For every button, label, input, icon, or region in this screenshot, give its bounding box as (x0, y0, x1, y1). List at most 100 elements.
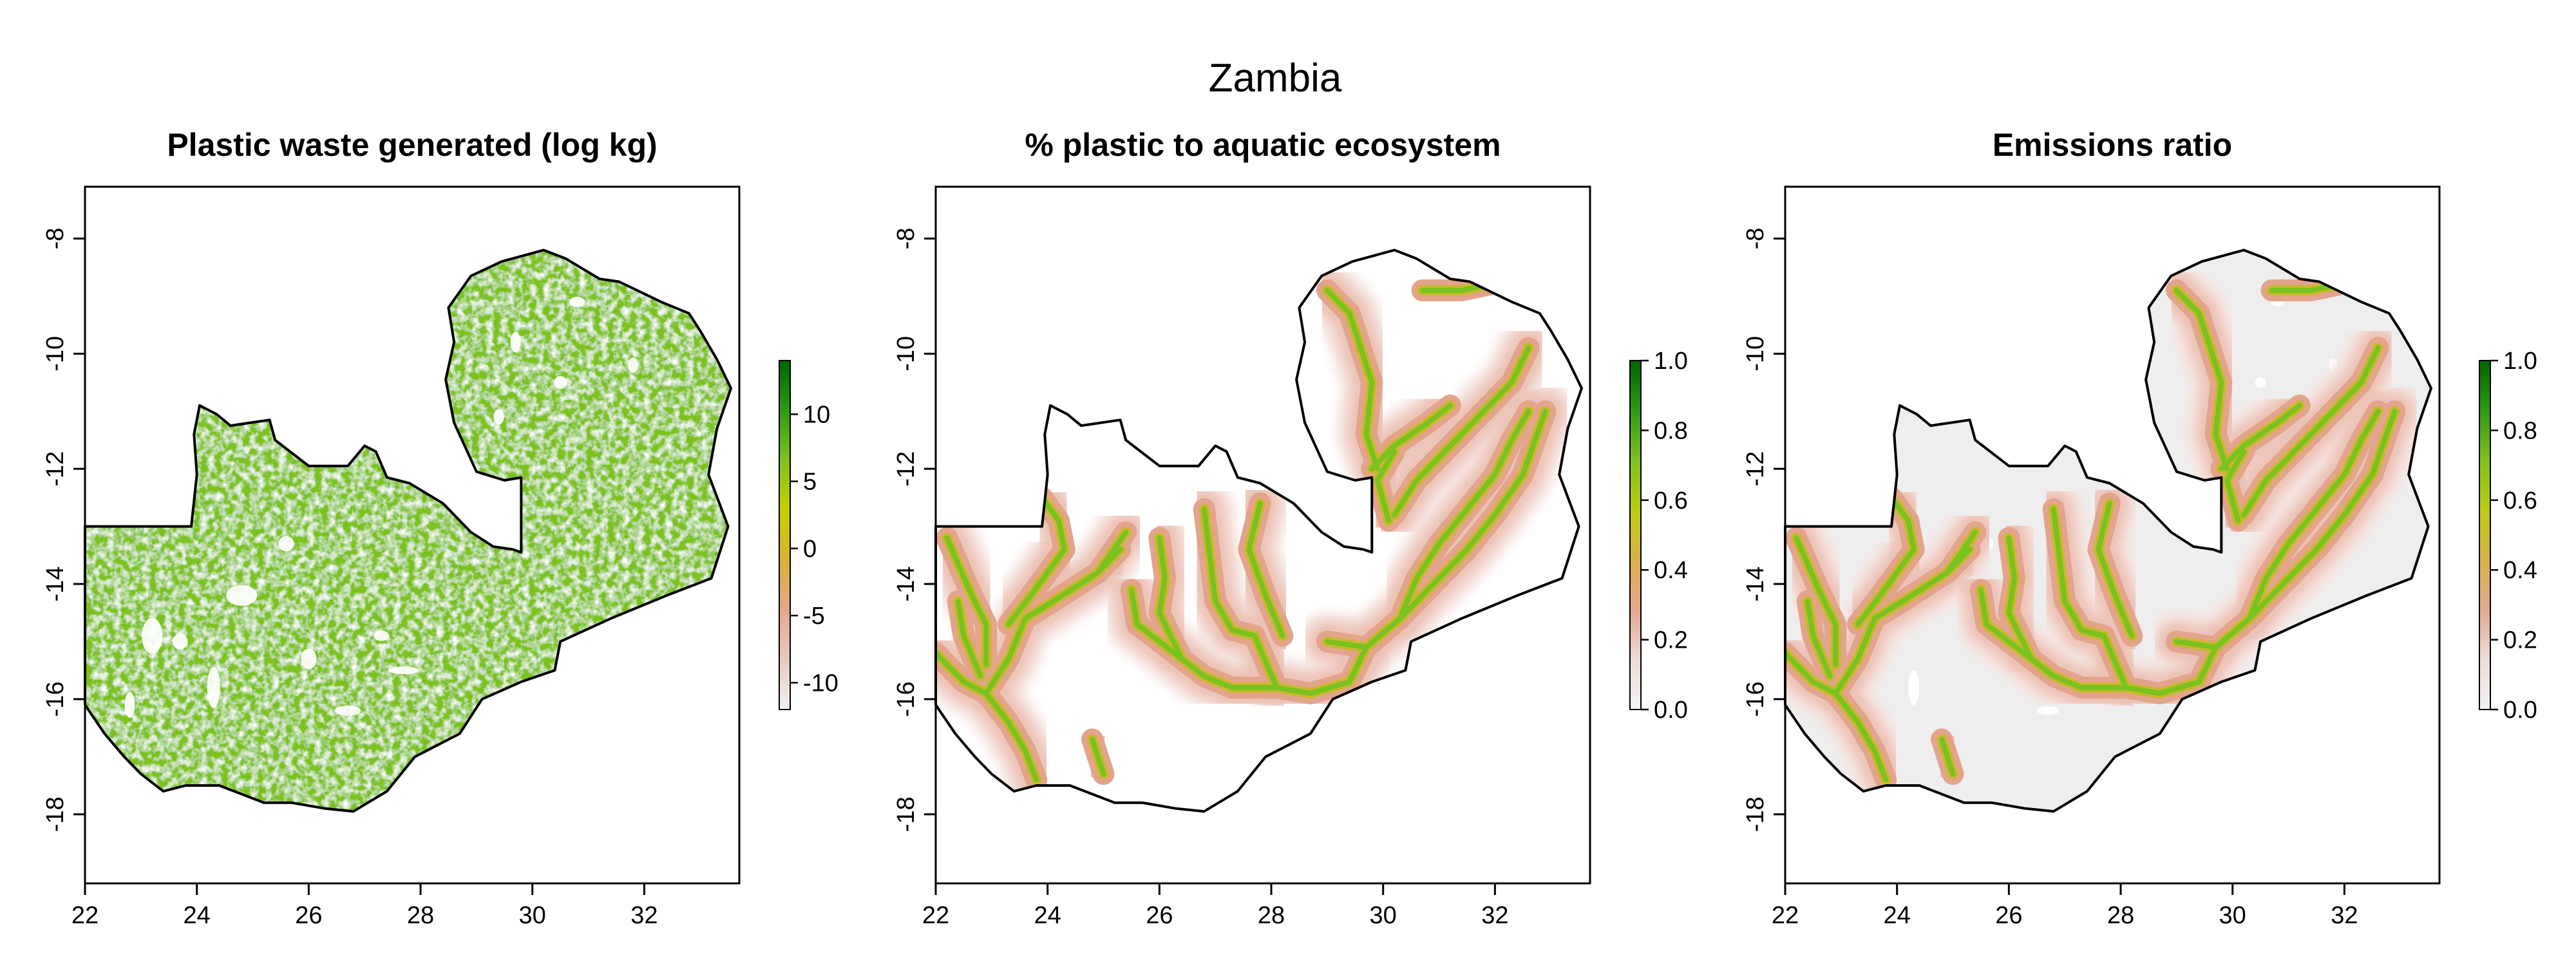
panel-title: % plastic to aquatic ecosystem (1025, 127, 1501, 163)
y-tick-label: -14 (42, 567, 69, 602)
river-line (1324, 288, 1380, 472)
river-line (2219, 402, 2302, 472)
y-tick-label: -18 (42, 796, 69, 832)
colorbar-tick-label: 5 (803, 469, 817, 496)
colorbar (779, 360, 791, 710)
nodata-patch (388, 666, 419, 675)
x-tick-label: 24 (1884, 902, 1911, 929)
x-tick-label: 22 (922, 902, 949, 929)
river-line (955, 598, 983, 679)
plot-frame (84, 185, 741, 885)
river-line (1939, 737, 1956, 777)
y-tick-label: -12 (893, 451, 920, 487)
x-tick-label: 32 (1481, 902, 1508, 929)
nodata-patch (124, 691, 135, 718)
river-line (1324, 408, 1548, 650)
y-tick-label: -16 (1742, 681, 1769, 717)
colorbar-tick-label: 0.4 (1654, 557, 1688, 584)
raster-layer (936, 254, 1576, 811)
river-line (2006, 535, 2034, 662)
river-line (2224, 449, 2247, 523)
nodata-patch (374, 630, 390, 641)
country-boundary (84, 249, 732, 813)
map-panel-emissions: Emissions ratio 22 24 26 28 30 32 -8 -10 -12 -14 -1… (1742, 127, 2537, 929)
nodata-patch (628, 357, 639, 373)
y-tick-label: -10 (1742, 336, 1769, 372)
river-line (1804, 598, 1833, 679)
colorbar-tick-label: 0 (803, 536, 817, 563)
panel-title: Emissions ratio (1993, 127, 2232, 163)
x-tick-label: 24 (184, 902, 211, 929)
country-boundary (1784, 249, 2432, 813)
river-line (2174, 408, 2398, 650)
colorbar-tick-label: 0.4 (2503, 557, 2537, 584)
plot-frame (1784, 185, 2441, 885)
colorbar-tick-label: 0.8 (2503, 417, 2537, 444)
y-tick-label: -12 (42, 451, 69, 487)
x-tick-label: 28 (2107, 902, 2134, 929)
x-tick-label: 26 (295, 902, 322, 929)
y-tick-label: -18 (893, 796, 920, 832)
colorbar-tick-label: 0.2 (2503, 627, 2537, 654)
river-line (1944, 547, 1973, 576)
x-tick-label: 26 (1995, 902, 2022, 929)
nodata-patch (1908, 670, 1920, 706)
river-line (1978, 587, 2219, 696)
y-tick-label: -10 (42, 336, 69, 372)
colorbar-tick-label: 1.0 (2503, 348, 2537, 375)
river-line (1095, 547, 1123, 576)
nodata-patch (493, 409, 504, 425)
river-line (1375, 449, 1397, 523)
x-tick-label: 30 (519, 902, 546, 929)
river-line (1794, 535, 1839, 668)
y-tick-label: -12 (1742, 451, 1769, 487)
colorbar-tick-label: 0.8 (1654, 417, 1688, 444)
river-line (1392, 345, 1531, 518)
y-tick-label: -8 (893, 228, 920, 250)
nodata-patch (142, 617, 163, 654)
river-line (1157, 535, 1185, 662)
x-tick-label: 32 (630, 902, 658, 929)
nodata-patch (207, 666, 220, 708)
x-tick-label: 28 (407, 902, 434, 929)
river-line (2096, 500, 2135, 639)
nodata-patch (569, 296, 585, 307)
river-line (1855, 547, 1917, 627)
river-line (1397, 408, 1531, 621)
colorbar-tick-label: -5 (803, 603, 825, 630)
nodata-patch (554, 376, 567, 390)
y-tick-label: -14 (893, 567, 920, 602)
colorbar-tick-label: 0.6 (1654, 487, 1688, 514)
colorbar-tick-label: 0.0 (2503, 697, 2537, 724)
y-tick-label: -18 (1742, 796, 1769, 832)
x-tick-label: 22 (71, 902, 99, 929)
country-boundary (934, 249, 1583, 813)
y-tick-label: -14 (1742, 567, 1769, 602)
x-tick-label: 30 (2219, 902, 2246, 929)
nodata-patch (226, 585, 258, 606)
x-tick-label: 28 (1258, 902, 1285, 929)
nodata-patch (172, 634, 188, 650)
map-panel-waste: Plastic waste generated (log kg) 22 24 26 28… (42, 127, 838, 929)
x-tick-label: 26 (1146, 902, 1173, 929)
y-tick-label: -16 (42, 681, 69, 717)
colorbar-tick-label: 10 (803, 401, 830, 428)
colorbar (1629, 360, 1642, 710)
colorbar-tick-label: 0.6 (2503, 487, 2537, 514)
nodata-patch (301, 648, 317, 670)
y-tick-label: -8 (42, 228, 69, 250)
river-line (2246, 408, 2381, 621)
river-line (1246, 500, 1285, 639)
river-line (1005, 547, 1067, 627)
plot-frame (934, 185, 1591, 885)
river-line (1039, 494, 1067, 552)
colorbar-tick-label: -10 (803, 670, 838, 697)
raster-layer (1785, 250, 2431, 812)
river-line (1201, 506, 1280, 690)
colorbar-tick-label: 0.0 (1654, 697, 1688, 724)
x-tick-label: 32 (2331, 902, 2358, 929)
river-line (2174, 288, 2230, 472)
colorbar-tick-label: 0.2 (1654, 627, 1688, 654)
colorbar (2479, 360, 2491, 710)
